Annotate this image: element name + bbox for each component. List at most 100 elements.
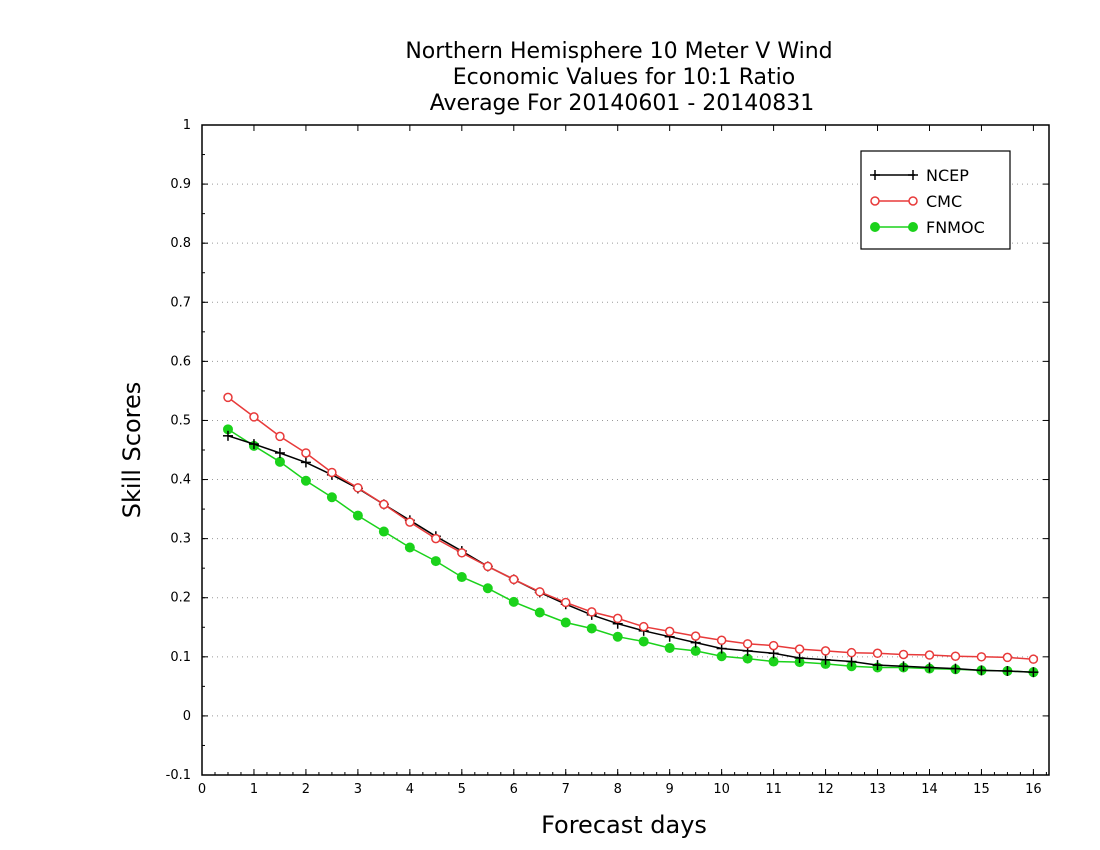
data-point-cmc <box>924 650 935 660</box>
chart-title: Northern Hemisphere 10 Meter V Wind Econ… <box>405 39 832 116</box>
data-point-ncep <box>1028 667 1039 678</box>
data-point-ncep <box>274 447 285 458</box>
series-line-fnmoc <box>227 428 1034 673</box>
legend-item-fnmoc: FNMOC <box>870 218 985 237</box>
y-tick-label: 0.9 <box>170 177 191 192</box>
data-point-cmc <box>327 467 337 478</box>
series-lines <box>222 392 1039 678</box>
data-point-cmc <box>586 607 597 617</box>
y-tick-label: 0.8 <box>170 236 191 251</box>
x-tick-label: 11 <box>765 782 782 797</box>
x-tick-label: 15 <box>973 782 990 797</box>
data-point-cmc <box>950 651 961 661</box>
data-point-ncep <box>1002 666 1013 676</box>
legend-label: CMC <box>926 192 962 211</box>
data-point-cmc <box>638 621 649 632</box>
legend-marker <box>908 170 918 180</box>
data-point-fnmoc <box>664 642 675 653</box>
data-point-fnmoc <box>430 556 441 567</box>
data-point-ncep <box>846 656 857 667</box>
y-tick-label: 0.6 <box>170 354 191 369</box>
x-tick-label: 6 <box>510 782 518 797</box>
data-point-cmc <box>612 613 623 624</box>
legend-item-ncep: NCEP <box>870 166 969 185</box>
data-point-fnmoc <box>612 631 623 642</box>
data-point-ncep <box>820 654 831 665</box>
data-point-fnmoc <box>560 617 571 628</box>
data-point-fnmoc <box>274 456 285 467</box>
data-point-ncep <box>872 660 883 671</box>
x-axis-ticks: 0 1 2 3 4 5 6 7 8 9 10 11 12 13 14 15 16 <box>198 125 1047 797</box>
data-point-cmc <box>301 448 311 458</box>
y-tick-label: 0 <box>183 709 191 724</box>
data-point-cmc <box>690 631 701 641</box>
x-tick-label: 4 <box>406 782 414 797</box>
data-point-cmc <box>794 644 805 654</box>
data-point-fnmoc <box>352 510 363 521</box>
data-point-cmc <box>664 626 675 637</box>
data-point-cmc <box>379 499 389 510</box>
data-point-fnmoc <box>300 475 311 486</box>
data-point-fnmoc <box>456 572 467 583</box>
x-tick-label: 9 <box>666 782 674 797</box>
y-tick-label: 0.7 <box>170 295 191 310</box>
data-point-fnmoc <box>404 542 415 553</box>
data-point-cmc <box>509 574 519 585</box>
x-tick-label: 12 <box>817 782 834 797</box>
series-line-cmc <box>227 396 1034 660</box>
x-tick-label: 2 <box>302 782 310 797</box>
legend-marker <box>908 196 918 206</box>
legend-label: NCEP <box>926 166 969 185</box>
y-tick-label: 0.5 <box>170 413 191 428</box>
y-axis-label: Skill Scores <box>118 382 146 519</box>
data-point-cmc <box>483 561 493 572</box>
data-point-ncep <box>924 662 935 673</box>
data-point-cmc <box>1028 654 1039 664</box>
data-point-cmc <box>275 431 285 442</box>
x-tick-label: 13 <box>869 782 886 797</box>
y-axis-ticks: -0.1 0 0.1 0.2 0.3 0.4 0.5 0.6 0.7 0.8 0.9 1 <box>166 118 1049 783</box>
data-point-cmc <box>405 517 415 527</box>
data-point-fnmoc <box>508 596 519 607</box>
data-point-cmc <box>716 635 727 646</box>
x-tick-label: 0 <box>198 782 206 797</box>
grid-lines <box>202 183 1049 717</box>
legend-item-cmc: CMC <box>870 192 962 211</box>
x-tick-label: 14 <box>921 782 938 797</box>
data-point-cmc <box>898 649 909 660</box>
series-fnmoc <box>222 424 1039 678</box>
data-point-fnmoc <box>638 636 649 647</box>
data-point-fnmoc <box>326 492 337 503</box>
data-point-ncep <box>976 665 987 676</box>
legend-marker <box>870 196 880 206</box>
data-point-cmc <box>846 647 857 658</box>
data-point-cmc <box>457 548 467 558</box>
y-tick-label: 0.2 <box>170 591 191 606</box>
data-point-cmc <box>1002 652 1013 663</box>
data-point-ncep <box>222 430 233 441</box>
y-tick-label: 0.4 <box>170 473 191 488</box>
x-tick-label: 16 <box>1025 782 1042 797</box>
legend-marker <box>870 222 880 232</box>
x-tick-label: 10 <box>713 782 730 797</box>
data-point-cmc <box>560 597 571 608</box>
title-line-2: Economic Values for 10:1 Ratio <box>453 65 795 90</box>
data-point-ncep <box>716 643 727 654</box>
data-point-fnmoc <box>586 623 597 634</box>
title-line-1: Northern Hemisphere 10 Meter V Wind <box>405 39 832 64</box>
data-point-cmc <box>431 533 441 544</box>
series-line-ncep <box>227 435 1034 673</box>
data-point-cmc <box>535 587 545 597</box>
x-axis-label: Forecast days <box>541 811 707 839</box>
data-point-cmc <box>249 412 259 422</box>
data-point-cmc <box>820 646 831 656</box>
data-point-ncep <box>300 457 311 468</box>
data-point-cmc <box>976 652 987 662</box>
data-point-cmc <box>742 639 753 649</box>
series-ncep <box>222 430 1039 678</box>
data-point-cmc <box>223 392 233 403</box>
data-point-fnmoc <box>534 607 545 618</box>
x-tick-label: 1 <box>250 782 258 797</box>
x-tick-label: 5 <box>458 782 466 797</box>
